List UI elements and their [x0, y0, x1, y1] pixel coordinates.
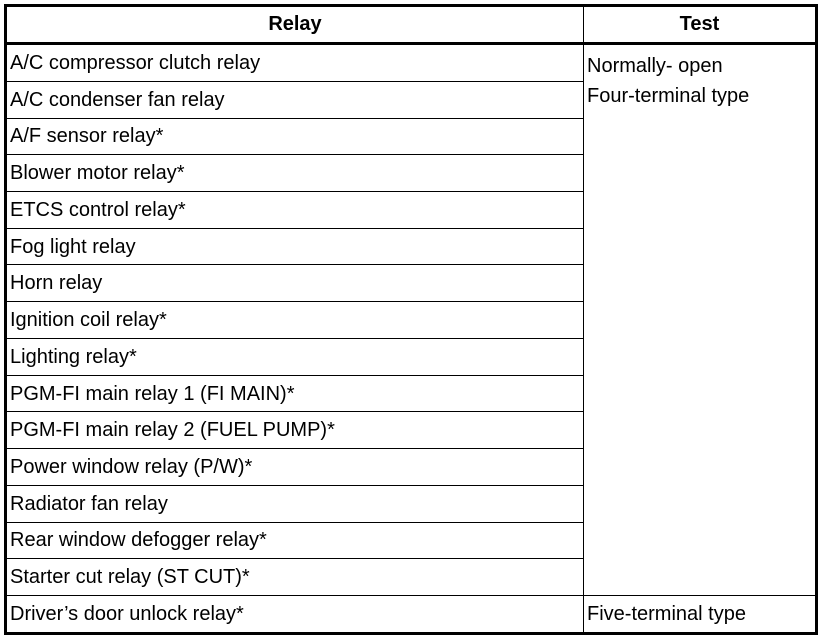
relay-cell: Ignition coil relay* [5, 301, 584, 339]
table-row: A/C compressor clutch relay Normally- ope… [5, 42, 817, 596]
test-cell-four-terminal: Normally- open Four-terminal type [583, 42, 817, 596]
relay-cell: A/F sensor relay* [5, 117, 584, 155]
relay-cell: Driver’s door unlock relay* [5, 595, 584, 634]
test-cell-five-terminal: Five-terminal type [583, 595, 817, 634]
table-row: Blower motor relay* [5, 154, 817, 192]
relay-cell: Radiator fan relay [5, 484, 584, 523]
header-relay: Relay [5, 5, 584, 45]
header-test: Test [583, 5, 817, 45]
table-row: Fog light relay [5, 227, 817, 265]
relay-cell: A/C condenser fan relay [5, 80, 584, 118]
relay-cell: Rear window defogger relay* [5, 521, 584, 559]
relay-cell: Starter cut relay (ST CUT)* [5, 558, 584, 596]
relay-cell: PGM-FI main relay 1 (FI MAIN)* [5, 374, 584, 412]
relay-cell: Horn relay [5, 264, 584, 302]
table-row: PGM-FI main relay 1 (FI MAIN)* [5, 374, 817, 412]
table-row: PGM-FI main relay 2 (FUEL PUMP)* [5, 411, 817, 449]
header-row: Relay Test [5, 5, 817, 45]
table-row: Horn relay [5, 264, 817, 302]
relay-cell: PGM-FI main relay 2 (FUEL PUMP)* [5, 411, 584, 449]
relay-cell: Blower motor relay* [5, 154, 584, 192]
table-row: ETCS control relay* [5, 190, 817, 229]
test-line: Four-terminal type [587, 85, 750, 107]
relay-cell: Power window relay (P/W)* [5, 448, 584, 486]
table-row: Starter cut relay (ST CUT)* [5, 558, 817, 596]
relay-cell: A/C compressor clutch relay [5, 43, 584, 82]
table-row: A/F sensor relay* [5, 117, 817, 155]
table-row: Ignition coil relay* [5, 301, 817, 339]
table-row: Radiator fan relay [5, 484, 817, 523]
relay-cell: ETCS control relay* [5, 190, 584, 229]
table-row: Power window relay (P/W)* [5, 448, 817, 486]
relay-cell: Lighting relay* [5, 337, 584, 376]
relay-test-table: Relay Test A/C compressor clutch relay No… [4, 4, 818, 635]
test-line: Normally- open [587, 55, 723, 77]
table-row: A/C condenser fan relay [5, 80, 817, 118]
table-row: Driver’s door unlock relay* Five-terminal… [5, 595, 817, 634]
table-row: Rear window defogger relay* [5, 521, 817, 559]
relay-cell: Fog light relay [5, 227, 584, 265]
table-row: Lighting relay* [5, 337, 817, 376]
